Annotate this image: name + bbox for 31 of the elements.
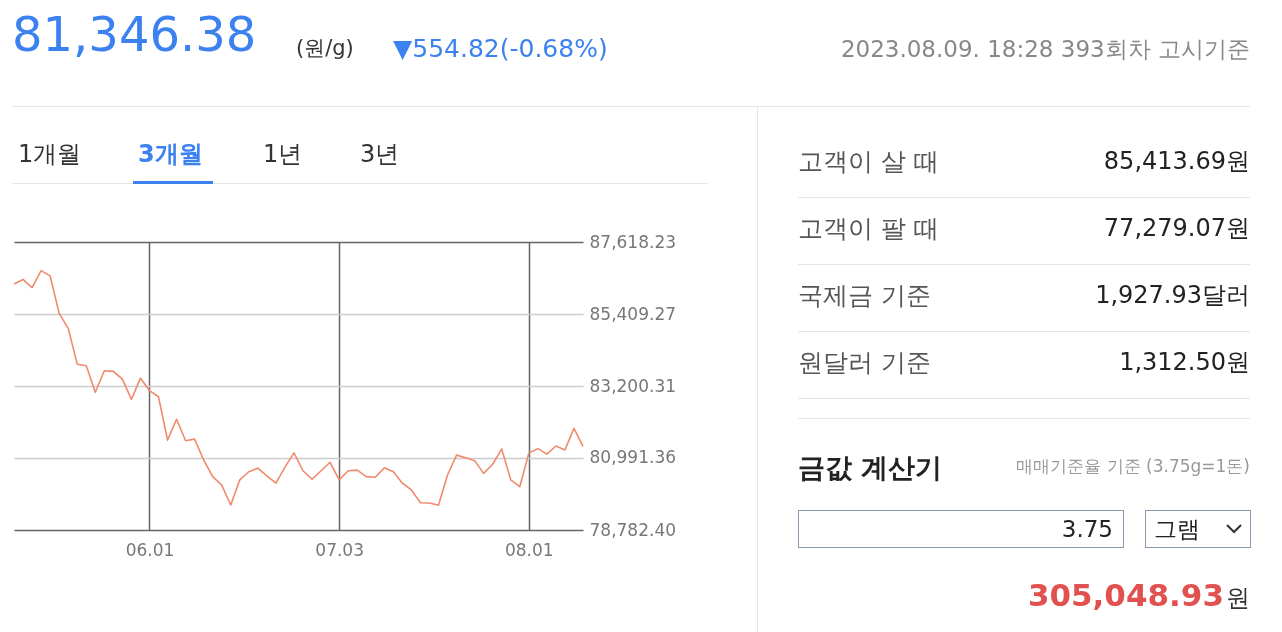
text: 원 [1226,583,1250,614]
text: 77,279.07원 [1103,213,1250,244]
text: 85,413.69원 [1103,146,1250,177]
text: 그램 [1154,515,1200,544]
line-series [13,269,584,507]
y-tick-label: 85,409.27 [589,303,677,324]
x-tick-label: 08.01 [504,539,554,560]
text: 1,927.93달러 [1095,280,1250,311]
text: 1,312.50원 [1119,347,1250,378]
text: 1년 [263,139,303,170]
text: 3개월 [138,139,203,170]
text: 305,048.93 [1027,577,1224,613]
text: 금값 계산기 [798,451,943,485]
text: 원달러 기준 [798,347,931,379]
chart-title: 81,346.38 [12,6,257,62]
text: 고객이 살 때 [798,146,939,178]
text: 2023.08.09. 18:28 393회차 고시기준 [840,35,1250,64]
text: 고객이 팔 때 [798,213,939,245]
chart-subtitle: ▼554.82(-0.68%) [393,34,608,63]
y-tick-label: 78,782.40 [589,519,677,540]
text: (원/g) [296,35,354,62]
y-tick-label: 80,991.36 [589,447,677,468]
text: 국제금 기준 [798,280,931,312]
x-tick-label: 06.01 [125,539,175,560]
y-tick-label: 83,200.31 [589,375,677,396]
x-tick-label: 07.03 [315,539,364,560]
text: 1개월 [18,139,82,170]
text: 3.75 [798,510,1124,548]
y-tick-label: 87,618.23 [589,231,677,252]
text: 매매기준율 기준 (3.75g=1돈) [1016,455,1250,478]
text: 3년 [360,139,400,170]
